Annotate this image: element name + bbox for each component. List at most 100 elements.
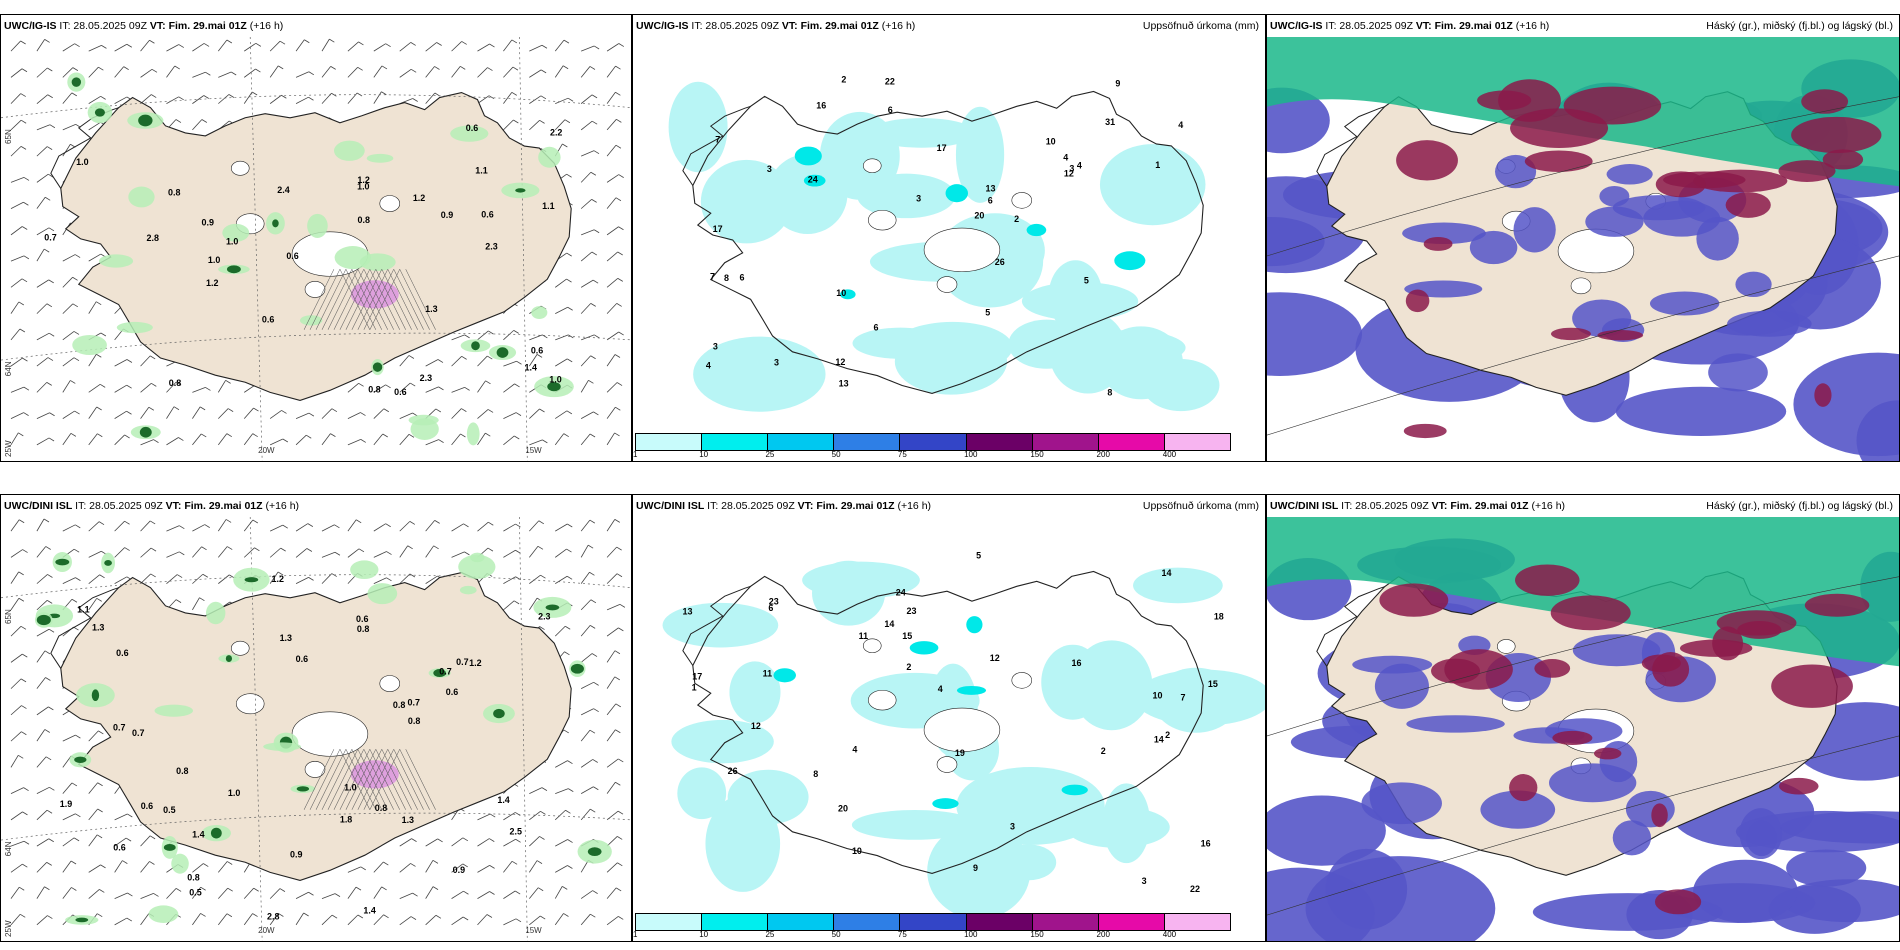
value-label: 0.7 [439, 666, 451, 676]
grid-label: 65N [4, 129, 13, 144]
lead-time: (+16 h) [881, 20, 916, 32]
value-label: 4 [706, 360, 711, 370]
valid-time: Fim. 29.mai 01Z [1450, 500, 1529, 512]
panel-igis-precip: UWC/IG-IS IT: 28.05.2025 09Z VT: Fim. 29… [632, 14, 1266, 462]
value-label: 1.0 [208, 255, 220, 265]
value-label: 17 [713, 224, 723, 234]
value-label: 2.2 [550, 127, 562, 137]
value-label: 2 [1165, 730, 1170, 740]
low-cloud [1267, 216, 1325, 267]
mid-cloud [1716, 610, 1797, 636]
value-label: 7 [1181, 693, 1186, 703]
grid-label: 25W [4, 920, 13, 937]
value-label: 0.7 [456, 657, 468, 667]
value-label: 0.8 [176, 766, 188, 776]
precip-core [210, 827, 222, 839]
colorbar-cell [834, 914, 901, 930]
value-label: 3 [916, 193, 921, 203]
value-label: 1.8 [340, 814, 352, 824]
value-label: 14 [1161, 568, 1171, 578]
precip-field [892, 321, 1013, 373]
field-title: Háský (gr.), miðský (fj.bl.) og lágský (… [1706, 20, 1893, 32]
mid-cloud [1801, 89, 1849, 114]
value-label: 3 [1142, 876, 1147, 886]
field-title: Uppsöfnuð úrkoma (mm) [1142, 20, 1259, 32]
precip-core [1061, 784, 1088, 796]
value-label: 1.4 [192, 829, 204, 839]
precip-core [773, 668, 796, 683]
hatch [303, 269, 436, 330]
mid-cloud [1725, 192, 1771, 218]
value-label: 0.8 [187, 872, 199, 882]
colorbar-tick: 200 [1096, 930, 1110, 939]
value-label: 8 [813, 769, 818, 779]
mid-cloud [1652, 652, 1690, 687]
glacier [1496, 639, 1516, 654]
precip-core [296, 786, 310, 792]
mid-cloud [1423, 236, 1453, 251]
mid-cloud [1791, 116, 1882, 154]
mid-cloud [1597, 330, 1644, 341]
value-label: 0.8 [408, 716, 420, 726]
panel-header: UWC/IG-IS IT: 28.05.2025 09Z VT: Fim. 29… [1, 15, 631, 37]
value-label: 2.8 [267, 911, 279, 921]
precip-area [458, 554, 496, 579]
value-label: 23 [769, 597, 779, 607]
mid-cloud [1405, 289, 1430, 313]
low-cloud [1572, 634, 1661, 667]
precip-area [366, 153, 394, 163]
value-label: 0.8 [357, 215, 369, 225]
low-cloud [1469, 230, 1518, 265]
colorbar-tick: 100 [964, 930, 978, 939]
colorbar-cell [636, 434, 703, 450]
panel-dini-cloud: UWC/DINI ISL IT: 28.05.2025 09Z VT: Fim.… [1266, 494, 1900, 942]
value-label: 1.4 [497, 795, 509, 805]
value-label: 1 [692, 682, 697, 692]
glacier [230, 160, 250, 176]
init-time: IT: 28.05.2025 09Z [75, 500, 163, 512]
grid-label: 64N [4, 361, 13, 376]
value-label: 10 [852, 846, 862, 856]
precip-field [1099, 326, 1183, 400]
glacier [291, 711, 369, 757]
low-cloud [1612, 820, 1652, 856]
value-label: 22 [1190, 884, 1200, 894]
value-label: 5 [985, 307, 990, 317]
value-label: 13 [839, 379, 849, 389]
value-label: 1.4 [363, 905, 375, 915]
value-label: 0.6 [116, 648, 128, 658]
value-label: 12 [751, 721, 761, 731]
value-label: 22 [885, 77, 895, 87]
value-label: 0.5 [163, 805, 175, 815]
colorbar-tick: 150 [1030, 930, 1044, 939]
precip-core [515, 188, 526, 193]
colorbar-tick: 10 [699, 930, 709, 939]
low-cloud [1739, 808, 1783, 859]
low-cloud [1361, 782, 1442, 825]
precip-area [128, 186, 155, 208]
value-label: 1.0 [226, 236, 238, 246]
init-time: IT: 28.05.2025 09Z [1325, 20, 1413, 32]
valid-time-label: VT: [797, 500, 814, 512]
value-label: 4 [1063, 153, 1068, 163]
value-label: 1.0 [357, 181, 369, 191]
mid-cloud [1403, 423, 1447, 439]
value-label: 2.3 [485, 241, 497, 251]
precip-core [163, 844, 176, 851]
model-name: UWC/IG-IS [1270, 20, 1323, 32]
precip-core [471, 341, 480, 351]
precip-core [75, 917, 89, 923]
low-cloud [1374, 663, 1429, 709]
mid-cloud [1563, 86, 1662, 125]
mid-cloud [1655, 171, 1706, 198]
glacier [1570, 277, 1592, 295]
value-label: 16 [1201, 839, 1211, 849]
precip-core [74, 756, 87, 763]
value-label: 23 [907, 606, 917, 616]
map-wind: 1.0 1.2 2.3 0.8 1.0 0.6 1.2 1.1 1.2 1.0 0.8 0.6 0.8 0… [1, 37, 631, 461]
precip-field [700, 159, 793, 244]
value-labels: 1325643486931313242620101271031171268422… [706, 75, 1183, 398]
snow-area [350, 280, 399, 309]
value-label: 7 [710, 272, 715, 282]
low-cloud [1615, 386, 1787, 437]
